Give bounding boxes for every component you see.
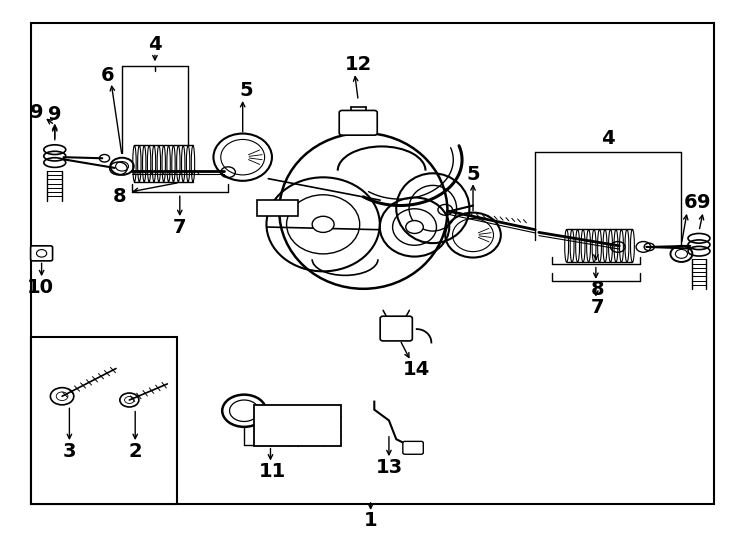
Text: 6: 6 — [683, 193, 697, 212]
Text: 8: 8 — [591, 280, 604, 299]
FancyBboxPatch shape — [403, 441, 424, 454]
Circle shape — [312, 217, 334, 232]
Text: 9: 9 — [31, 103, 44, 122]
Text: 5: 5 — [466, 165, 480, 184]
Bar — [31, 23, 714, 504]
Text: 9: 9 — [48, 105, 62, 124]
Text: 3: 3 — [62, 442, 76, 461]
Bar — [258, 200, 297, 217]
Text: 4: 4 — [601, 129, 615, 148]
Text: 8: 8 — [113, 187, 127, 206]
FancyBboxPatch shape — [380, 316, 413, 341]
FancyBboxPatch shape — [339, 111, 377, 135]
Text: 7: 7 — [173, 218, 186, 237]
Text: 12: 12 — [344, 55, 372, 75]
Text: 5: 5 — [239, 80, 253, 99]
Text: 11: 11 — [258, 462, 286, 481]
Text: 14: 14 — [403, 360, 430, 379]
Text: 6: 6 — [101, 66, 115, 85]
Text: 4: 4 — [148, 35, 161, 54]
Text: 1: 1 — [364, 511, 377, 530]
Circle shape — [406, 220, 424, 233]
Text: 7: 7 — [591, 298, 604, 317]
Bar — [254, 406, 341, 446]
Text: 10: 10 — [26, 278, 54, 296]
Text: 13: 13 — [375, 458, 402, 477]
Text: 9: 9 — [697, 193, 710, 212]
Text: 2: 2 — [128, 442, 142, 461]
FancyBboxPatch shape — [31, 246, 53, 261]
Bar — [31, 337, 177, 504]
